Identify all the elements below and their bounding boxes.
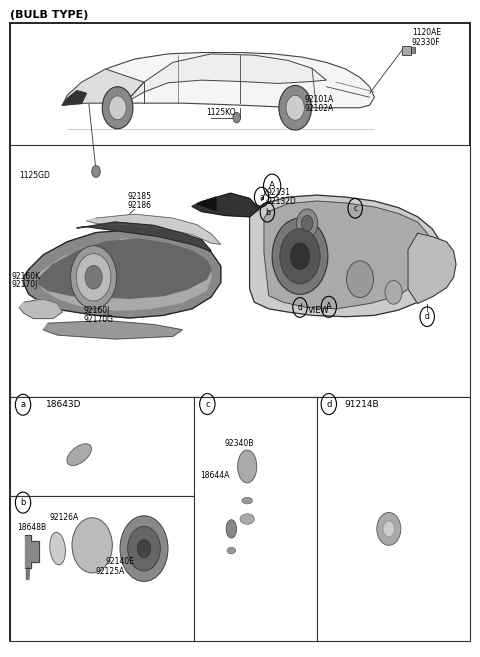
Circle shape <box>385 281 402 304</box>
Text: 92340B: 92340B <box>225 439 254 448</box>
Polygon shape <box>62 69 144 105</box>
Polygon shape <box>250 195 446 317</box>
Polygon shape <box>77 222 211 251</box>
Polygon shape <box>19 299 62 319</box>
Circle shape <box>85 265 102 289</box>
Circle shape <box>72 518 112 573</box>
Text: 92125A: 92125A <box>96 566 125 576</box>
Circle shape <box>137 539 151 558</box>
Polygon shape <box>86 214 221 244</box>
Text: 1120AE: 1120AE <box>412 28 441 37</box>
Ellipse shape <box>50 532 65 565</box>
Text: b: b <box>20 498 26 507</box>
Circle shape <box>92 166 100 177</box>
Polygon shape <box>38 239 211 298</box>
Ellipse shape <box>226 520 237 538</box>
Bar <box>10 145 470 397</box>
Text: d: d <box>298 303 302 312</box>
Circle shape <box>377 512 401 545</box>
Text: 92132D: 92132D <box>266 196 296 206</box>
Bar <box>317 397 470 641</box>
Text: c: c <box>353 204 357 213</box>
Text: (BULB TYPE): (BULB TYPE) <box>10 10 88 20</box>
Text: 92170J: 92170J <box>12 280 38 289</box>
Text: 92160J: 92160J <box>84 306 110 315</box>
Circle shape <box>347 261 373 298</box>
Polygon shape <box>62 91 86 105</box>
Text: A: A <box>269 181 275 191</box>
Text: 18643D: 18643D <box>46 400 81 409</box>
Ellipse shape <box>67 443 92 466</box>
Circle shape <box>290 243 310 269</box>
Circle shape <box>76 254 111 301</box>
Text: a: a <box>259 193 264 202</box>
Text: 92126A: 92126A <box>49 513 79 522</box>
Text: 92101A: 92101A <box>305 95 334 104</box>
Circle shape <box>233 112 240 123</box>
Text: A: A <box>326 302 332 311</box>
Polygon shape <box>125 54 326 103</box>
Text: a: a <box>21 400 25 409</box>
Polygon shape <box>24 230 221 318</box>
Circle shape <box>286 95 304 120</box>
Text: 92330F: 92330F <box>412 38 441 47</box>
Text: b: b <box>265 208 270 217</box>
Ellipse shape <box>240 514 254 524</box>
Text: 92102A: 92102A <box>305 104 334 113</box>
Polygon shape <box>38 239 211 310</box>
Ellipse shape <box>238 450 257 483</box>
Text: 92186: 92186 <box>127 200 151 210</box>
Polygon shape <box>192 193 259 217</box>
Circle shape <box>109 96 126 120</box>
Bar <box>411 47 415 53</box>
Polygon shape <box>26 568 30 579</box>
Text: 92140E: 92140E <box>106 557 134 566</box>
Text: 91214B: 91214B <box>345 399 379 409</box>
Polygon shape <box>408 233 456 304</box>
Text: 92170G: 92170G <box>84 315 114 324</box>
Ellipse shape <box>242 497 252 504</box>
Text: d: d <box>425 312 430 321</box>
Ellipse shape <box>227 547 236 554</box>
Text: 1125GD: 1125GD <box>19 171 50 180</box>
Text: d: d <box>326 399 332 409</box>
Text: 1125KO: 1125KO <box>206 108 236 117</box>
Circle shape <box>279 85 312 130</box>
Circle shape <box>280 229 320 284</box>
Text: 18644A: 18644A <box>201 470 230 480</box>
Circle shape <box>102 87 133 129</box>
Polygon shape <box>43 321 182 339</box>
Text: c: c <box>205 399 210 409</box>
Circle shape <box>301 215 313 231</box>
Text: 92185: 92185 <box>127 192 151 201</box>
Circle shape <box>272 218 328 294</box>
Circle shape <box>383 521 395 537</box>
Bar <box>10 397 194 496</box>
Bar <box>402 46 411 55</box>
Polygon shape <box>25 535 39 568</box>
Text: VIEW: VIEW <box>308 306 330 315</box>
Bar <box>10 496 194 641</box>
Circle shape <box>297 209 318 238</box>
Text: 92131: 92131 <box>266 188 290 197</box>
Text: 92160K: 92160K <box>12 271 41 281</box>
Bar <box>194 397 317 641</box>
Circle shape <box>71 246 117 309</box>
Polygon shape <box>62 53 374 108</box>
Circle shape <box>120 516 168 581</box>
Polygon shape <box>264 201 437 309</box>
Text: 18648B: 18648B <box>17 523 47 532</box>
Polygon shape <box>197 197 216 210</box>
Circle shape <box>128 526 160 571</box>
